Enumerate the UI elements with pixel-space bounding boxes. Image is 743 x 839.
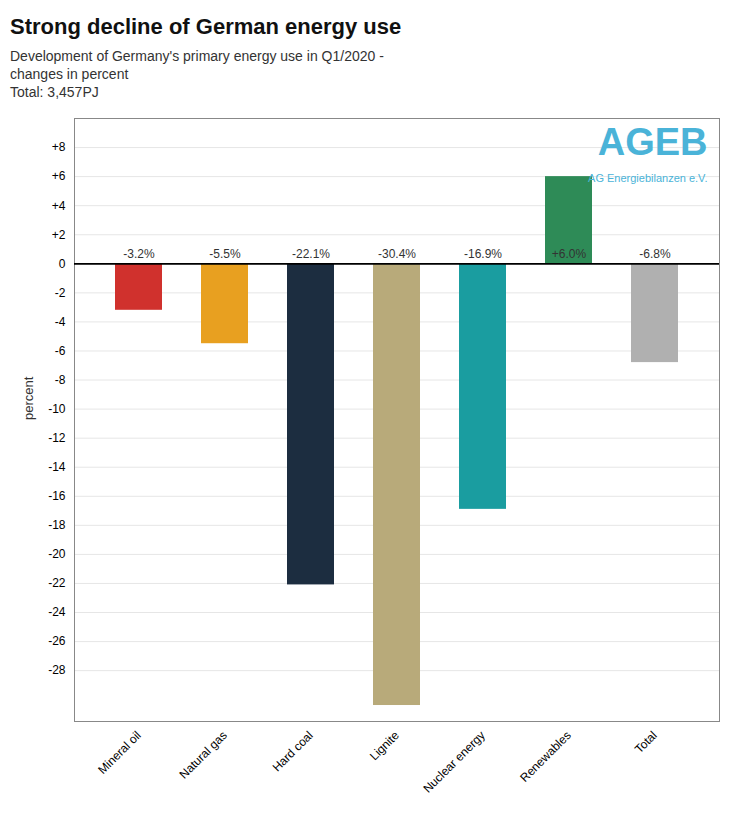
- svg-text:-6: -6: [55, 344, 66, 358]
- html-text:Development of Germany's prima: Development of Germany's primary energy …: [10, 48, 384, 64]
- svg-text:Hard coal: Hard coal: [270, 728, 316, 774]
- svg-text:-16.9%: -16.9%: [464, 247, 502, 261]
- svg-text:0: 0: [59, 257, 66, 271]
- svg-text:-30.4%: -30.4%: [378, 247, 416, 261]
- svg-text:-10: -10: [48, 402, 66, 416]
- svg-text:Lignite: Lignite: [367, 728, 402, 763]
- svg-text:-2: -2: [55, 286, 66, 300]
- svg-text:+6: +6: [52, 169, 66, 183]
- svg-text:Renewables: Renewables: [517, 728, 574, 785]
- svg-text:+2: +2: [52, 228, 66, 242]
- svg-text:-24: -24: [48, 605, 66, 619]
- svg-text:-16: -16: [48, 489, 66, 503]
- svg-text:-6.8%: -6.8%: [639, 247, 671, 261]
- svg-text:+4: +4: [52, 199, 66, 213]
- svg-text:Nuclear energy: Nuclear energy: [420, 728, 487, 795]
- svg-text:+8: +8: [52, 140, 66, 154]
- svg-text:AGEB: AGEB: [598, 121, 708, 163]
- svg-text:-3.2%: -3.2%: [123, 247, 155, 261]
- svg-text:-26: -26: [48, 634, 66, 648]
- svg-text:-12: -12: [48, 431, 66, 445]
- svg-text:Total: Total: [632, 728, 660, 756]
- svg-text:-22: -22: [48, 576, 66, 590]
- svg-text:Natural gas: Natural gas: [177, 728, 230, 781]
- html-text:changes in percent: changes in percent: [10, 66, 129, 82]
- html-text:Total: 3,457PJ: Total: 3,457PJ: [10, 84, 99, 100]
- svg-text:+6.0%: +6.0%: [552, 247, 587, 261]
- svg-text:percent: percent: [21, 376, 36, 420]
- svg-text:-14: -14: [48, 460, 66, 474]
- svg-text:AG Energiebilanzen e.V.: AG Energiebilanzen e.V.: [588, 172, 707, 184]
- svg-text:-4: -4: [55, 315, 66, 329]
- svg-text:-22.1%: -22.1%: [292, 247, 330, 261]
- svg-text:-20: -20: [48, 547, 66, 561]
- svg-text:Mineral oil: Mineral oil: [95, 728, 144, 777]
- svg-text:-18: -18: [48, 518, 66, 532]
- svg-text:-8: -8: [55, 373, 66, 387]
- svg-text:-5.5%: -5.5%: [209, 247, 241, 261]
- html-text:Strong decline of German energ: Strong decline of German energy use: [10, 14, 402, 39]
- svg-text:-28: -28: [48, 663, 66, 677]
